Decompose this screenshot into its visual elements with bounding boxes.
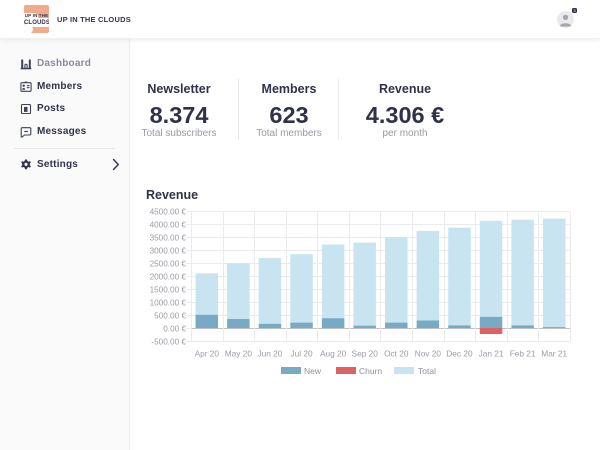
svg-text:1500.00 €: 1500.00 € xyxy=(150,286,187,295)
svg-text:2000.00 €: 2000.00 € xyxy=(150,273,187,282)
svg-text:4000.00 €: 4000.00 € xyxy=(150,221,187,230)
svg-text:May 20: May 20 xyxy=(225,349,253,359)
svg-text:Jul 20: Jul 20 xyxy=(290,349,313,359)
svg-text:Churn: Churn xyxy=(359,366,382,376)
svg-text:Aug 20: Aug 20 xyxy=(320,349,347,359)
svg-text:3500.00 €: 3500.00 € xyxy=(150,234,187,243)
svg-text:New: New xyxy=(304,366,322,376)
svg-text:Mar 21: Mar 21 xyxy=(541,349,567,359)
svg-text:500.00 €: 500.00 € xyxy=(154,312,186,321)
svg-text:Nov 20: Nov 20 xyxy=(415,349,442,359)
svg-text:Feb 21: Feb 21 xyxy=(510,349,536,359)
svg-text:2500.00 €: 2500.00 € xyxy=(150,260,187,269)
svg-text:Apr 20: Apr 20 xyxy=(195,349,220,359)
svg-text:Total: Total xyxy=(418,366,436,376)
svg-text:Jan 21: Jan 21 xyxy=(479,349,504,359)
svg-text:Dec 20: Dec 20 xyxy=(446,349,473,359)
svg-text:1000.00 €: 1000.00 € xyxy=(150,299,187,308)
svg-text:4500.00 €: 4500.00 € xyxy=(150,208,187,217)
svg-text:Sep 20: Sep 20 xyxy=(352,349,379,359)
svg-text:3000.00 €: 3000.00 € xyxy=(150,247,187,256)
svg-text:0.00 €: 0.00 € xyxy=(163,325,186,334)
svg-text:Jun 20: Jun 20 xyxy=(257,349,282,359)
svg-text:Oct 20: Oct 20 xyxy=(384,349,409,359)
svg-text:-500.00 €: -500.00 € xyxy=(151,338,186,347)
